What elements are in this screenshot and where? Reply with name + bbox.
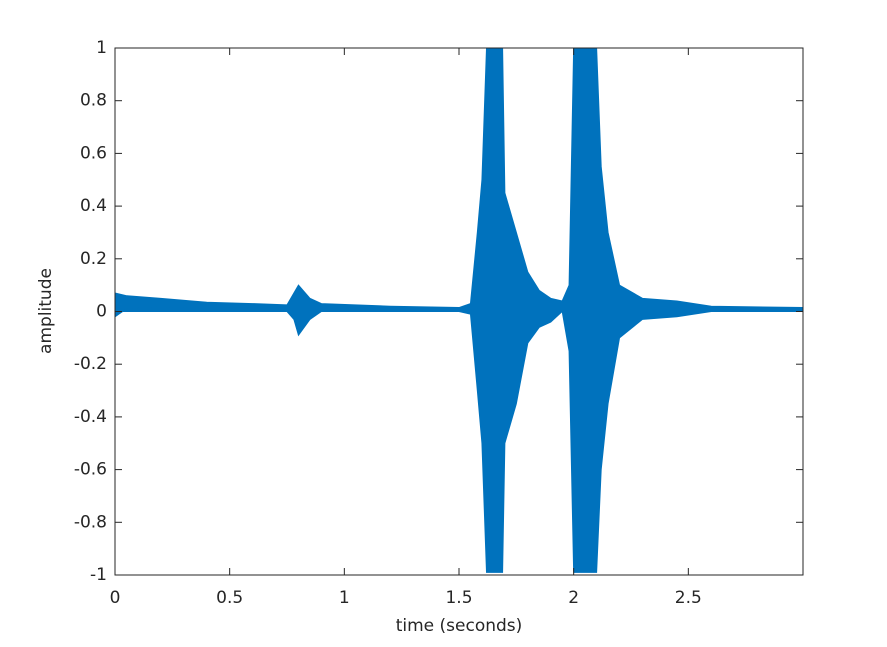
x-tick-label: 0 [110,588,121,608]
x-tick-label: 1.5 [445,588,472,608]
y-tick-label: 0.8 [80,91,107,111]
x-tick-label: 2 [568,588,579,608]
y-tick-label: 0.4 [80,196,107,216]
waveform-envelope [114,47,804,312]
y-tick-label: -0.4 [74,407,107,427]
y-tick-label: -0.8 [74,512,107,532]
y-tick-label: -1 [90,565,107,585]
x-tick-label: 1 [339,588,350,608]
waveform-envelope [114,305,803,573]
x-axis-label: time (seconds) [396,616,523,636]
y-tick-label: 0 [96,302,107,322]
x-tick-label: 0.5 [216,588,243,608]
y-tick-label: 0.6 [80,143,107,163]
y-tick-label: 1 [96,38,107,58]
x-tick-label: 2.5 [675,588,702,608]
y-tick-label: -0.6 [74,460,107,480]
y-tick-label: 0.2 [80,249,107,269]
y-axis-label: amplitude [36,268,56,354]
y-tick-label: -0.2 [74,354,107,374]
